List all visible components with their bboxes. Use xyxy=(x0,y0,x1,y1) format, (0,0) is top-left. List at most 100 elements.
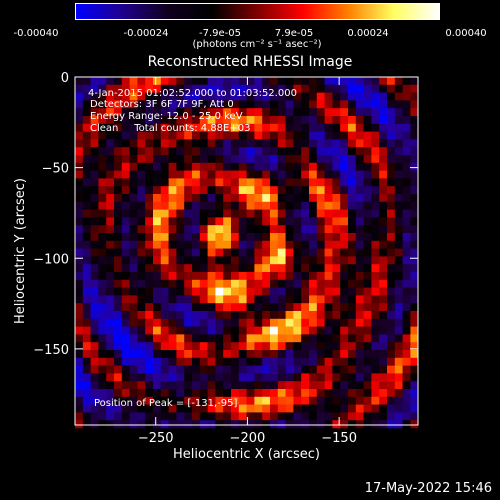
heatmap-cell xyxy=(332,240,341,249)
heatmap-cell xyxy=(168,170,177,179)
heatmap-cell xyxy=(277,318,286,327)
heatmap-cell xyxy=(238,420,247,429)
heatmap-cell xyxy=(348,233,357,242)
heatmap-cell xyxy=(129,92,138,101)
heatmap-cell xyxy=(121,77,130,86)
heatmap-cell xyxy=(90,311,99,320)
heatmap-cell xyxy=(145,272,154,281)
heatmap-cell xyxy=(293,295,302,304)
heatmap-cell xyxy=(192,412,201,421)
heatmap-cell xyxy=(82,357,91,366)
heatmap-cell xyxy=(309,420,318,429)
heatmap-cell xyxy=(192,318,201,327)
heatmap-cell xyxy=(254,170,263,179)
heatmap-cell xyxy=(277,155,286,164)
heatmap-cell xyxy=(90,77,99,86)
heatmap-cell xyxy=(387,365,396,374)
heatmap-cell xyxy=(246,295,255,304)
heatmap-cell xyxy=(246,131,255,140)
heatmap-cell xyxy=(106,108,115,117)
heatmap-cell xyxy=(192,217,201,226)
heatmap-cell xyxy=(223,139,232,148)
heatmap-cell xyxy=(402,396,411,405)
heatmap-cell xyxy=(90,155,99,164)
heatmap-cell xyxy=(75,318,84,327)
heatmap-cell xyxy=(129,272,138,281)
heatmap-cell xyxy=(316,350,325,359)
heatmap-cell xyxy=(121,272,130,281)
heatmap-cell xyxy=(137,233,146,242)
heatmap-cell xyxy=(121,100,130,109)
heatmap-cell xyxy=(355,295,364,304)
heatmap-cell xyxy=(316,373,325,382)
heatmap-cell xyxy=(75,123,84,132)
heatmap-cell xyxy=(145,139,154,148)
heatmap-cell xyxy=(402,248,411,257)
heatmap-cell xyxy=(121,396,130,405)
heatmap-cell xyxy=(309,256,318,265)
heatmap-cell xyxy=(246,396,255,405)
heatmap-cell xyxy=(184,77,193,86)
heatmap-cell xyxy=(348,186,357,195)
heatmap-cell xyxy=(262,84,271,93)
heatmap-cell xyxy=(309,131,318,140)
heatmap-cell xyxy=(106,389,115,398)
heatmap-cell xyxy=(129,217,138,226)
heatmap-cell xyxy=(207,256,216,265)
heatmap-cell xyxy=(176,155,185,164)
heatmap-cell xyxy=(277,350,286,359)
heatmap-cell xyxy=(371,272,380,281)
heatmap-cell xyxy=(82,272,91,281)
heatmap-cell xyxy=(332,420,341,429)
heatmap-cell xyxy=(114,272,123,281)
heatmap-cell xyxy=(348,381,357,390)
heatmap-cell xyxy=(316,147,325,156)
heatmap-cell xyxy=(184,209,193,218)
heatmap-cell xyxy=(332,116,341,125)
timestamp: 17-May-2022 15:46 xyxy=(364,481,492,496)
heatmap-cell xyxy=(160,194,169,203)
heatmap-cell xyxy=(309,240,318,249)
heatmap-cell xyxy=(145,108,154,117)
heatmap-cell xyxy=(262,77,271,86)
heatmap-cell xyxy=(153,373,162,382)
heatmap-cell xyxy=(301,272,310,281)
heatmap-cell xyxy=(293,131,302,140)
heatmap-cell xyxy=(223,396,232,405)
heatmap-cell xyxy=(348,100,357,109)
heatmap-cell xyxy=(137,178,146,187)
heatmap-cell xyxy=(270,123,279,132)
heatmap-cell xyxy=(153,248,162,257)
heatmap-cell xyxy=(332,326,341,335)
heatmap-cell xyxy=(394,201,403,210)
heatmap-cell xyxy=(363,201,372,210)
heatmap-cell xyxy=(121,279,130,288)
heatmap-cell xyxy=(309,92,318,101)
heatmap-cell xyxy=(75,194,84,203)
heatmap-cell xyxy=(355,77,364,86)
heatmap-cell xyxy=(129,108,138,117)
heatmap-cell xyxy=(332,279,341,288)
heatmap-cell xyxy=(379,123,388,132)
heatmap-cell xyxy=(207,279,216,288)
heatmap-cell xyxy=(371,365,380,374)
heatmap-cell xyxy=(137,342,146,351)
heatmap-cell xyxy=(90,272,99,281)
heatmap-cell xyxy=(168,389,177,398)
heatmap-cell xyxy=(394,373,403,382)
heatmap-cell xyxy=(394,170,403,179)
heatmap-cell xyxy=(98,100,107,109)
heatmap-cell xyxy=(176,209,185,218)
heatmap-cell xyxy=(207,342,216,351)
heatmap-cell xyxy=(215,318,224,327)
heatmap-cell xyxy=(223,357,232,366)
heatmap-cell xyxy=(309,365,318,374)
heatmap-cell xyxy=(168,92,177,101)
heatmap-cell xyxy=(82,217,91,226)
heatmap-cell xyxy=(238,194,247,203)
heatmap-cell xyxy=(246,240,255,249)
heatmap-cell xyxy=(106,287,115,296)
heatmap-cell xyxy=(145,342,154,351)
heatmap-cell xyxy=(168,404,177,413)
heatmap-cell xyxy=(75,225,84,234)
